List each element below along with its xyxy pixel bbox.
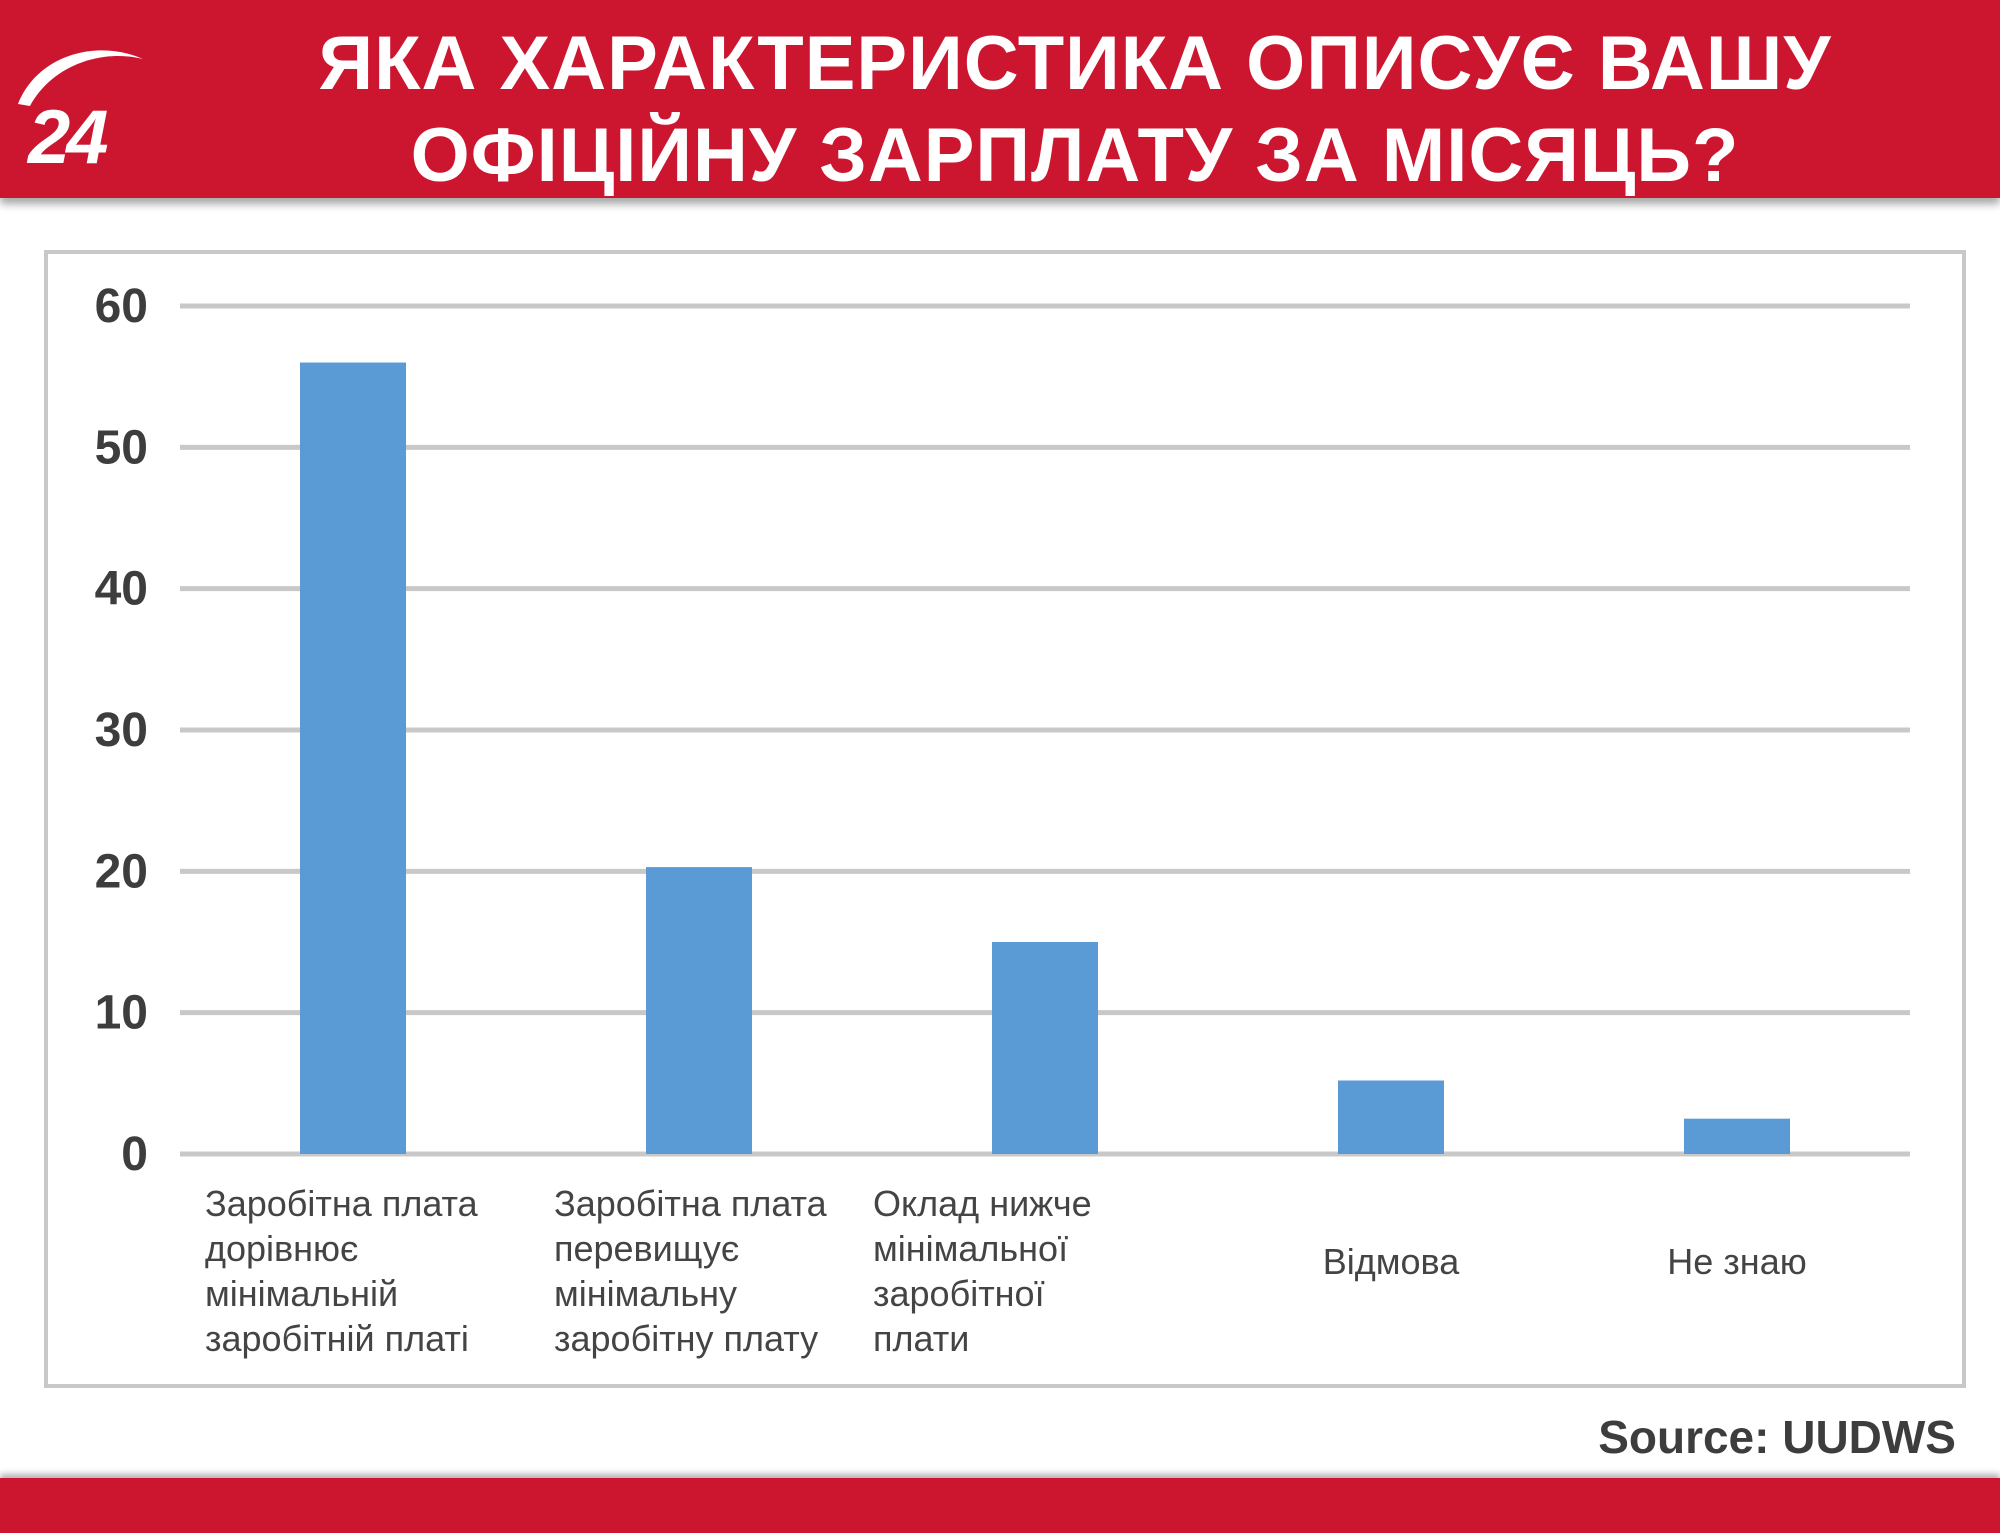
channel-24-logo: 24	[8, 34, 148, 180]
chart-frame: 0 10 20 30 40 50 60 Заробітна плата дорівнює міні…	[44, 250, 1966, 1388]
logo-swoosh-icon	[18, 50, 143, 106]
logo-text: 24	[28, 95, 109, 180]
header-banner: 24 ЯКА ХАРАКТЕРИСТИКА ОПИСУЄ ВАШУ ОФІЦІЙ…	[0, 0, 2000, 198]
category-label-1: Заробітна плата дорівнює мінімальній заробі…	[205, 1183, 479, 1359]
category-label-4: Відмова	[1323, 1241, 1461, 1282]
category-label-line: перевищує	[554, 1228, 739, 1269]
category-label-line: Не знаю	[1667, 1241, 1806, 1282]
bar-4	[1338, 1080, 1444, 1154]
category-label-line: мінімальній	[205, 1273, 398, 1314]
bar-5	[1684, 1118, 1790, 1154]
category-label-5: Не знаю	[1667, 1241, 1806, 1282]
bar-1	[300, 362, 406, 1154]
category-label-line: Заробітна плата	[205, 1183, 479, 1224]
y-tick-label: 10	[95, 987, 148, 1040]
category-label-2: Заробітна плата перевищує мінімальну заробі…	[554, 1183, 828, 1359]
category-label-line: Заробітна плата	[554, 1183, 828, 1224]
category-label-line: мінімальну	[554, 1273, 737, 1314]
category-label-line: Відмова	[1323, 1241, 1461, 1282]
category-label-line: заробітній платі	[205, 1318, 469, 1359]
page-title: ЯКА ХАРАКТЕРИСТИКА ОПИСУЄ ВАШУ ОФІЦІЙНУ …	[318, 21, 1832, 198]
category-label-line: заробітної	[873, 1273, 1045, 1314]
y-tick-label: 30	[95, 704, 148, 757]
category-label-3: Оклад нижче мінімальної заробітної плати	[873, 1183, 1092, 1359]
category-label-line: мінімальної	[873, 1228, 1068, 1269]
source-label: Source: UUDWS	[1598, 1411, 1956, 1463]
category-label-line: плати	[873, 1318, 969, 1359]
y-tick-label: 20	[95, 845, 148, 898]
bar-3	[992, 942, 1098, 1154]
footer-banner	[0, 1478, 2000, 1533]
category-label-line: дорівнює	[205, 1228, 358, 1269]
y-tick-label: 60	[95, 280, 148, 333]
y-tick-label: 50	[95, 421, 148, 474]
category-label-line: заробітну плату	[554, 1318, 818, 1359]
y-tick-label: 40	[95, 563, 148, 616]
category-label-line: Оклад нижче	[873, 1183, 1092, 1224]
bar-2	[646, 867, 752, 1154]
y-tick-label: 0	[121, 1128, 148, 1181]
